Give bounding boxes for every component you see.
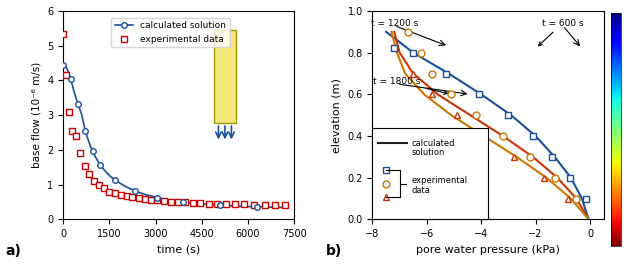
X-axis label: time (s): time (s) — [157, 245, 200, 255]
Y-axis label: base flow (10⁻⁶ m/s): base flow (10⁻⁶ m/s) — [32, 62, 41, 168]
Text: b): b) — [326, 244, 343, 258]
Legend: calculated solution, experimental data: calculated solution, experimental data — [111, 17, 230, 47]
Text: t = 1800 s: t = 1800 s — [373, 77, 447, 94]
Text: t = 1200 s: t = 1200 s — [371, 18, 418, 36]
Y-axis label: elevation (m): elevation (m) — [332, 78, 342, 153]
X-axis label: pore water pressure (kPa): pore water pressure (kPa) — [416, 245, 560, 255]
Text: t = 600 s: t = 600 s — [538, 18, 584, 46]
Text: a): a) — [5, 244, 21, 258]
